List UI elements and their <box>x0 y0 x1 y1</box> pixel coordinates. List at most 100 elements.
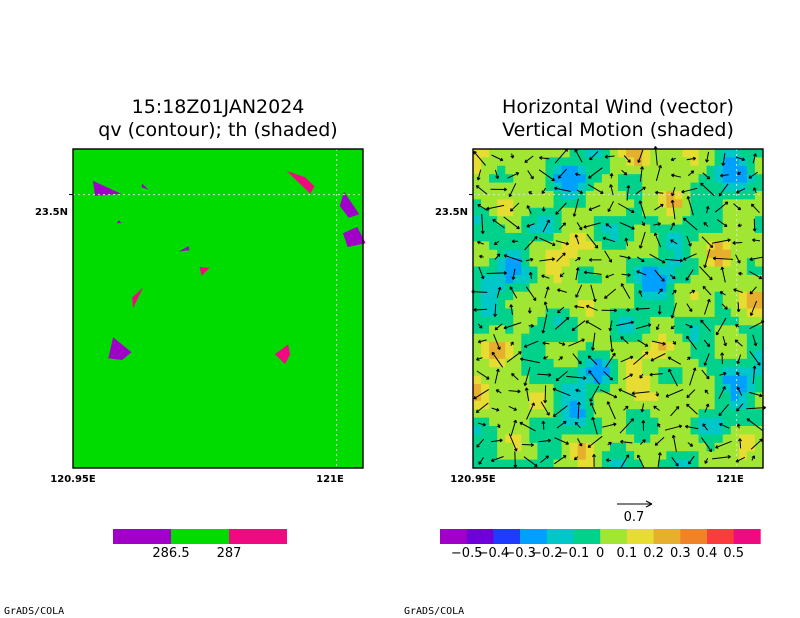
wind-vector <box>554 316 570 330</box>
w-shade-cell <box>738 350 748 360</box>
w-shade-cell <box>521 367 530 377</box>
wind-vector <box>720 266 726 283</box>
w-shade-cell <box>545 283 554 293</box>
w-shade-cell <box>537 274 546 284</box>
w-shade-cell <box>722 224 732 234</box>
w-shade-cell <box>521 434 530 444</box>
w-shade-cell <box>593 367 603 377</box>
w-shade-cell <box>521 350 530 360</box>
w-shade-cell <box>738 417 748 427</box>
w-shade-cell <box>497 367 506 377</box>
w-shade-cell <box>650 308 659 318</box>
w-shade-cell <box>537 342 546 351</box>
wind-vector <box>655 391 660 397</box>
wind-vector <box>591 332 596 351</box>
wind-vector <box>473 388 490 400</box>
w-shade-cell <box>505 266 514 276</box>
w-shade-cell <box>634 384 643 393</box>
wind-vector <box>491 154 504 162</box>
w-shade-cell <box>553 258 563 267</box>
w-shade-cell <box>601 459 611 469</box>
wind-vector <box>736 423 741 429</box>
w-shade-cell <box>666 333 675 343</box>
w-shade-cell <box>714 266 724 276</box>
w-shade-cell <box>746 266 756 276</box>
w-shade-cell <box>473 434 482 444</box>
w-shade-cell <box>537 241 546 251</box>
w-shade-cell <box>601 451 611 460</box>
w-shade-cell <box>690 266 699 276</box>
w-shade-cell <box>513 149 522 158</box>
w-shade-cell <box>577 333 587 343</box>
w-shade-cell <box>714 274 724 284</box>
w-shade-cell <box>706 258 716 267</box>
w-shade-cell <box>497 350 506 360</box>
wind-vector <box>719 291 726 296</box>
colorbar-label: 0.2 <box>643 546 664 561</box>
wind-vector <box>473 150 486 166</box>
w-shade-cell <box>521 308 530 318</box>
w-shade-cell <box>529 274 538 284</box>
w-shade-cell <box>714 375 724 385</box>
w-shade-cell <box>618 350 627 360</box>
wind-vector <box>685 323 693 329</box>
w-shade-cell <box>642 316 651 326</box>
th-patch-low <box>343 226 366 247</box>
w-shade-cell <box>593 426 603 435</box>
wind-vector <box>689 367 697 386</box>
w-shade-cell <box>690 400 699 410</box>
wind-vector <box>519 357 540 364</box>
w-shade-cell <box>585 249 595 259</box>
w-shade-cell <box>666 409 675 419</box>
w-shade-cell <box>577 249 587 259</box>
w-shade-cell <box>674 258 683 267</box>
w-shade-cell <box>666 199 675 209</box>
w-shade-cell <box>722 165 732 175</box>
w-shade-cell <box>682 241 691 251</box>
w-shade-cell <box>497 241 506 251</box>
w-shade-cell <box>481 459 490 469</box>
w-shade-cell <box>513 157 522 167</box>
w-shade-cell <box>618 342 627 351</box>
w-shade-cell <box>754 291 764 301</box>
wind-vector <box>750 203 760 214</box>
w-shade-cell <box>626 451 635 460</box>
w-shade-cell <box>553 459 563 469</box>
wind-vector <box>721 303 728 310</box>
w-shade-cell <box>585 241 595 251</box>
w-shade-cell <box>593 241 603 251</box>
w-shade-cell <box>529 350 538 360</box>
wind-vector <box>585 320 602 331</box>
w-shade-cell <box>545 392 554 402</box>
wind-vector <box>599 389 618 399</box>
wind-vector <box>657 305 662 315</box>
w-shade-cell <box>601 375 611 385</box>
w-shade-cell <box>722 350 732 360</box>
w-shade-cell <box>722 182 732 192</box>
colorbar-swatch <box>171 529 229 544</box>
w-shade-cell <box>489 207 498 217</box>
w-shade-cell <box>473 325 482 335</box>
w-shade-cell <box>698 409 708 419</box>
w-shade-cell <box>706 375 716 385</box>
w-shade-cell <box>634 232 643 242</box>
w-shade-cell <box>650 384 659 393</box>
w-shade-cell <box>593 258 603 267</box>
w-shade-cell <box>754 358 764 368</box>
w-shade-cell <box>593 266 603 276</box>
w-shade-cell <box>609 291 619 301</box>
w-shade-cell <box>529 283 538 293</box>
w-shade-cell <box>746 434 756 444</box>
w-shade-cell <box>529 434 538 444</box>
w-shade-cell <box>706 358 716 368</box>
w-shade-cell <box>585 199 595 209</box>
wind-vector <box>494 368 500 384</box>
w-shade-cell <box>521 274 530 284</box>
w-shade-cell <box>674 266 683 276</box>
right-y-tick-label: 23.5N <box>435 207 468 218</box>
w-shade-cell <box>609 426 619 435</box>
w-shade-cell <box>658 182 667 192</box>
w-shade-cell <box>537 434 546 444</box>
wind-vector <box>654 269 665 282</box>
w-shade-cell <box>746 249 756 259</box>
